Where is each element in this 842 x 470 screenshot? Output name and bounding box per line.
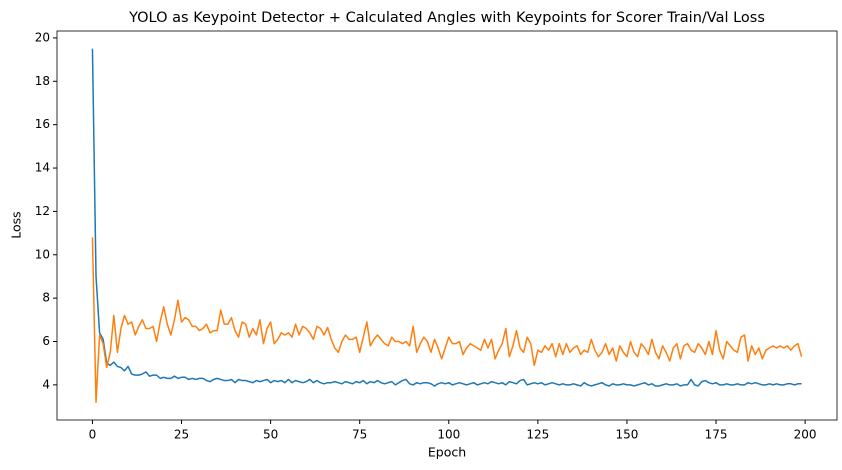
y-axis-label: Loss [9,211,24,238]
y-tick-label: 18 [35,74,50,88]
x-tick-label: 100 [437,428,460,442]
x-tick-label: 50 [263,428,278,442]
x-tick-label: 75 [352,428,367,442]
chart-title: YOLO as Keypoint Detector + Calculated A… [128,10,765,26]
y-tick-label: 20 [35,30,50,44]
y-tick-label: 4 [42,377,50,391]
x-tick-label: 125 [526,428,549,442]
line-series [91,237,803,403]
y-tick-label: 16 [35,117,50,131]
x-tick-label: 25 [174,428,189,442]
x-tick-label: 150 [615,428,638,442]
plot-frame [56,30,838,421]
y-tick-label: 6 [42,334,50,348]
y-tick-label: 12 [35,204,50,218]
x-axis-label: Epoch [428,445,466,460]
x-tick-label: 200 [794,428,817,442]
x-tick-label: 0 [89,428,97,442]
x-tick-label: 175 [705,428,728,442]
y-tick-label: 8 [42,291,50,305]
y-tick-label: 14 [35,161,50,175]
line-series [91,48,802,387]
y-tick-label: 10 [35,247,50,261]
